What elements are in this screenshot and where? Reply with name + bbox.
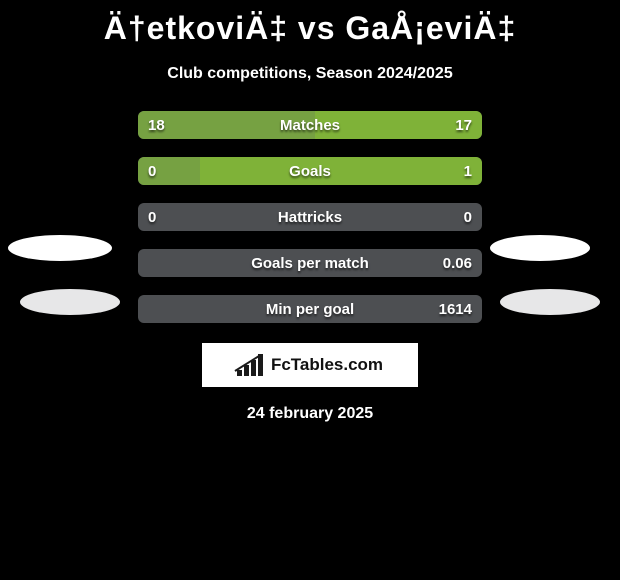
player-left-marker-2 — [20, 289, 120, 315]
fctables-logo-text: FcTables.com — [271, 355, 383, 375]
chart-area: 18 Matches 17 0 Goals 1 0 Hattricks 0 Go… — [0, 111, 620, 423]
stat-row: 18 Matches 17 — [138, 111, 482, 139]
date-label: 24 february 2025 — [0, 405, 620, 423]
stat-rows: 18 Matches 17 0 Goals 1 0 Hattricks 0 Go… — [138, 111, 482, 323]
stat-label: Min per goal — [138, 295, 482, 323]
value-left: 0 — [148, 203, 156, 231]
value-right: 0 — [464, 203, 472, 231]
fctables-logo-icon — [237, 354, 265, 376]
player-right-marker-2 — [500, 289, 600, 315]
stat-row: 0 Hattricks 0 — [138, 203, 482, 231]
stat-row: Min per goal 1614 — [138, 295, 482, 323]
stat-label: Hattricks — [138, 203, 482, 231]
value-right: 0.06 — [443, 249, 472, 277]
stat-row: 0 Goals 1 — [138, 157, 482, 185]
player-right-marker-1 — [490, 235, 590, 261]
bar-left — [138, 157, 200, 185]
subtitle: Club competitions, Season 2024/2025 — [0, 65, 620, 83]
bar-right — [200, 157, 482, 185]
bar-right — [315, 111, 482, 139]
stat-row: Goals per match 0.06 — [138, 249, 482, 277]
fctables-logo[interactable]: FcTables.com — [202, 343, 418, 387]
value-right: 1614 — [439, 295, 472, 323]
stat-label: Goals per match — [138, 249, 482, 277]
player-left-marker-1 — [8, 235, 112, 261]
page-title: Ä†etkoviÄ‡ vs GaÅ¡eviÄ‡ — [0, 0, 620, 47]
bar-left — [138, 111, 315, 139]
